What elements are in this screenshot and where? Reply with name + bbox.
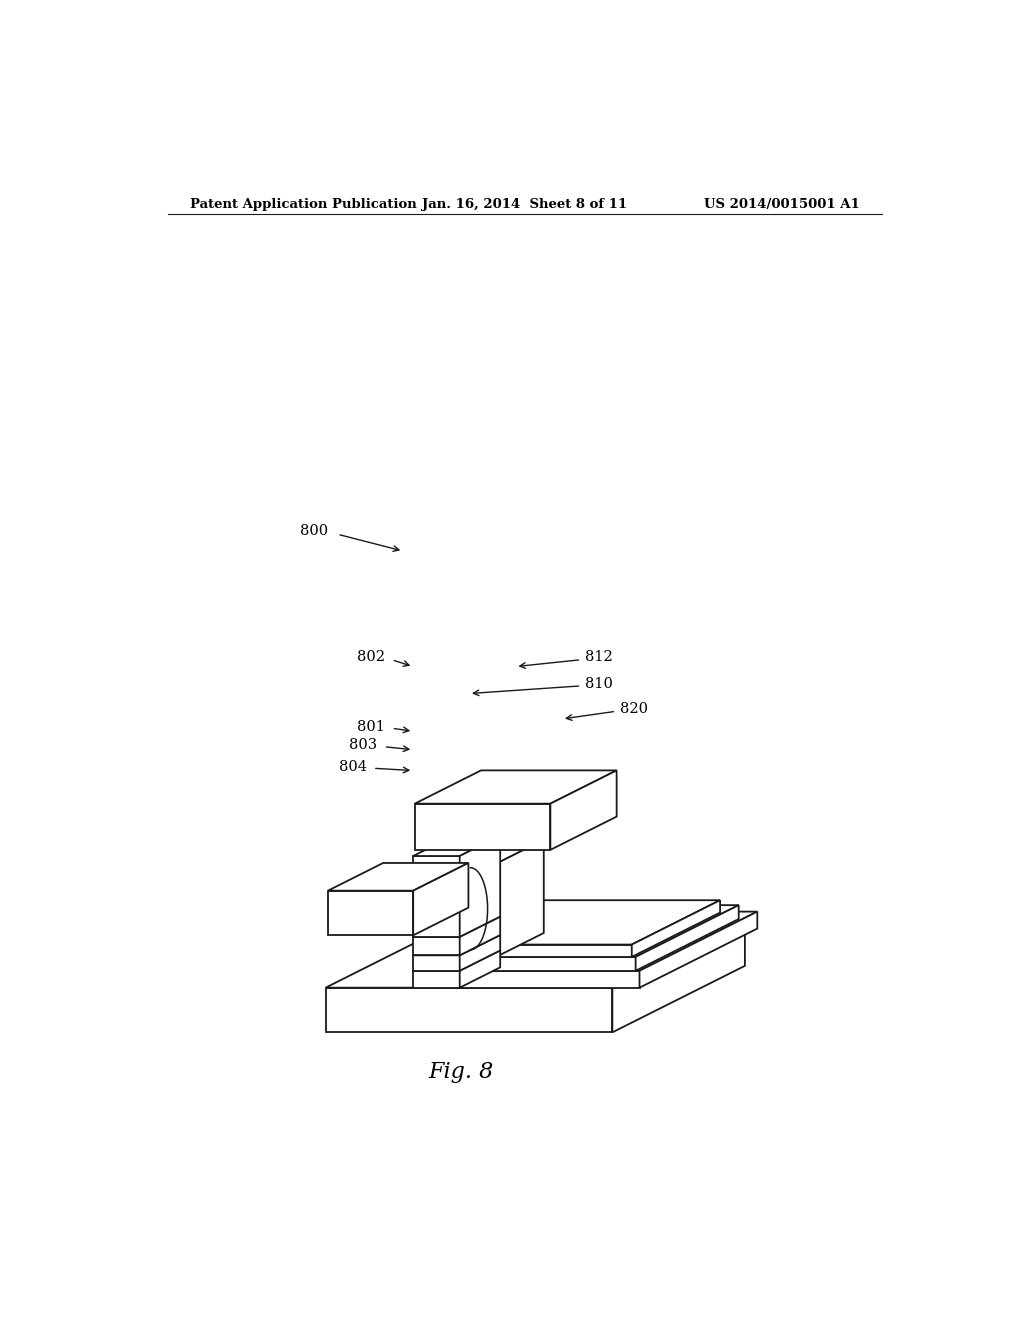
Polygon shape bbox=[414, 916, 500, 937]
Polygon shape bbox=[460, 950, 500, 987]
Polygon shape bbox=[442, 906, 738, 957]
Polygon shape bbox=[430, 912, 758, 970]
Polygon shape bbox=[460, 935, 500, 970]
Polygon shape bbox=[326, 921, 744, 987]
Polygon shape bbox=[632, 900, 720, 957]
Polygon shape bbox=[468, 862, 500, 956]
Polygon shape bbox=[460, 836, 509, 857]
Text: 812: 812 bbox=[586, 651, 613, 664]
Polygon shape bbox=[415, 771, 616, 804]
Text: 803: 803 bbox=[349, 738, 378, 752]
Polygon shape bbox=[414, 956, 460, 970]
Polygon shape bbox=[550, 771, 616, 850]
Polygon shape bbox=[414, 937, 460, 956]
Text: 800: 800 bbox=[300, 524, 328, 539]
Text: 801: 801 bbox=[357, 719, 385, 734]
Polygon shape bbox=[430, 970, 640, 987]
Text: US 2014/0015001 A1: US 2014/0015001 A1 bbox=[703, 198, 859, 211]
Polygon shape bbox=[636, 906, 738, 970]
Polygon shape bbox=[414, 970, 460, 987]
Polygon shape bbox=[415, 804, 550, 850]
Polygon shape bbox=[328, 891, 414, 936]
Polygon shape bbox=[454, 945, 632, 957]
Text: Jan. 16, 2014  Sheet 8 of 11: Jan. 16, 2014 Sheet 8 of 11 bbox=[422, 198, 628, 211]
Polygon shape bbox=[460, 836, 500, 937]
Text: 810: 810 bbox=[586, 677, 613, 690]
Polygon shape bbox=[468, 836, 509, 956]
Polygon shape bbox=[500, 840, 544, 956]
Polygon shape bbox=[414, 863, 468, 936]
Polygon shape bbox=[414, 935, 500, 956]
Text: 804: 804 bbox=[339, 760, 367, 774]
Polygon shape bbox=[468, 840, 544, 862]
Polygon shape bbox=[328, 863, 468, 891]
Text: Patent Application Publication: Patent Application Publication bbox=[190, 198, 417, 211]
Polygon shape bbox=[460, 857, 468, 956]
Polygon shape bbox=[414, 857, 460, 937]
Polygon shape bbox=[640, 912, 758, 987]
Text: 820: 820 bbox=[621, 702, 648, 715]
Polygon shape bbox=[442, 957, 636, 970]
Polygon shape bbox=[414, 950, 500, 970]
Polygon shape bbox=[414, 836, 500, 857]
Polygon shape bbox=[460, 916, 500, 956]
Text: 802: 802 bbox=[357, 651, 385, 664]
Polygon shape bbox=[454, 900, 720, 945]
Polygon shape bbox=[326, 987, 612, 1032]
Polygon shape bbox=[612, 921, 744, 1032]
Text: Fig. 8: Fig. 8 bbox=[429, 1061, 494, 1082]
